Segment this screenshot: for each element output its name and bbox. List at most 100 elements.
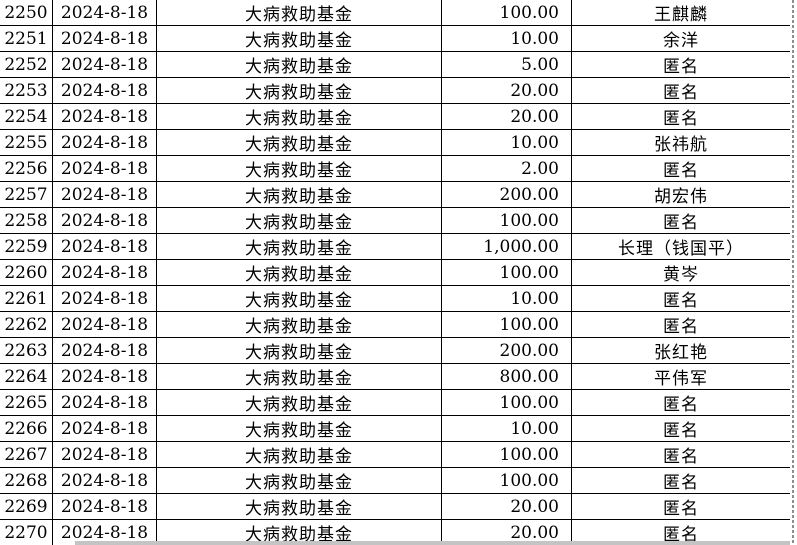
cell-row-id[interactable]: 2265 bbox=[0, 390, 53, 415]
cell-donor-name[interactable]: 匿名 bbox=[663, 109, 699, 129]
cell-fund-name[interactable]: 大病救助基金 bbox=[157, 468, 442, 493]
cell-date[interactable]: 2024-8-18 bbox=[53, 182, 157, 207]
cell-date[interactable]: 2024-8-18 bbox=[53, 312, 157, 337]
cell-amount[interactable]: 10.00 bbox=[442, 416, 572, 441]
cell-amount[interactable]: 100.00 bbox=[442, 0, 572, 25]
cell-fund-name[interactable]: 大病救助基金 bbox=[157, 208, 442, 233]
cell-row-id[interactable]: 2252 bbox=[0, 52, 53, 77]
cell-donor-name[interactable]: 匿名 bbox=[663, 447, 699, 467]
cell-date[interactable]: 2024-8-18 bbox=[53, 52, 157, 77]
cell-donor-name[interactable]: 平伟军 bbox=[654, 369, 708, 389]
cell-donor-name[interactable]: 匿名 bbox=[663, 395, 699, 415]
cell-amount[interactable]: 5.00 bbox=[442, 52, 572, 77]
cell-donor-name[interactable]: 匿名 bbox=[663, 57, 699, 77]
cell-row-id[interactable]: 2269 bbox=[0, 494, 53, 519]
cell-donor-name[interactable]: 匿名 bbox=[663, 317, 699, 337]
cell-fund-name[interactable]: 大病救助基金 bbox=[157, 364, 442, 389]
cell-fund-name[interactable]: 大病救助基金 bbox=[157, 312, 442, 337]
cell-donor-name[interactable]: 匿名 bbox=[663, 525, 699, 545]
cell-date[interactable]: 2024-8-18 bbox=[53, 520, 157, 545]
cell-amount[interactable]: 100.00 bbox=[442, 468, 572, 493]
cell-donor-name[interactable]: 匿名 bbox=[663, 499, 699, 519]
cell-fund-name[interactable]: 大病救助基金 bbox=[157, 0, 442, 25]
cell-fund-name[interactable]: 大病救助基金 bbox=[157, 52, 442, 77]
cell-donor-name[interactable]: 匿名 bbox=[663, 291, 699, 311]
cell-amount[interactable]: 100.00 bbox=[442, 260, 572, 285]
cell-amount[interactable]: 800.00 bbox=[442, 364, 572, 389]
cell-donor-name[interactable]: 匿名 bbox=[663, 161, 699, 181]
cell-amount[interactable]: 2.00 bbox=[442, 156, 572, 181]
cell-amount[interactable]: 200.00 bbox=[442, 182, 572, 207]
cell-date[interactable]: 2024-8-18 bbox=[53, 26, 157, 51]
cell-row-id[interactable]: 2267 bbox=[0, 442, 53, 467]
cell-date[interactable]: 2024-8-18 bbox=[53, 390, 157, 415]
cell-amount[interactable]: 20.00 bbox=[442, 520, 572, 545]
cell-amount[interactable]: 100.00 bbox=[442, 390, 572, 415]
cell-row-id[interactable]: 2255 bbox=[0, 130, 53, 155]
cell-date[interactable]: 2024-8-18 bbox=[53, 416, 157, 441]
cell-donor-name[interactable]: 匿名 bbox=[663, 421, 699, 441]
cell-amount[interactable]: 10.00 bbox=[442, 286, 572, 311]
cell-donor-name[interactable]: 匿名 bbox=[663, 83, 699, 103]
cell-fund-name[interactable]: 大病救助基金 bbox=[157, 234, 442, 259]
cell-donor-name[interactable]: 王麒麟 bbox=[654, 5, 708, 25]
cell-fund-name[interactable]: 大病救助基金 bbox=[157, 494, 442, 519]
cell-donor-name[interactable]: 匿名 bbox=[663, 473, 699, 493]
cell-row-id[interactable]: 2256 bbox=[0, 156, 53, 181]
cell-fund-name[interactable]: 大病救助基金 bbox=[157, 520, 442, 545]
cell-fund-name[interactable]: 大病救助基金 bbox=[157, 286, 442, 311]
cell-date[interactable]: 2024-8-18 bbox=[53, 104, 157, 129]
cell-amount[interactable]: 100.00 bbox=[442, 312, 572, 337]
cell-donor-name[interactable]: 长理（钱国平） bbox=[618, 239, 744, 259]
cell-row-id[interactable]: 2259 bbox=[0, 234, 53, 259]
cell-date[interactable]: 2024-8-18 bbox=[53, 234, 157, 259]
cell-date[interactable]: 2024-8-18 bbox=[53, 130, 157, 155]
cell-amount[interactable]: 20.00 bbox=[442, 104, 572, 129]
cell-fund-name[interactable]: 大病救助基金 bbox=[157, 416, 442, 441]
cell-row-id[interactable]: 2264 bbox=[0, 364, 53, 389]
cell-row-id[interactable]: 2266 bbox=[0, 416, 53, 441]
cell-date[interactable]: 2024-8-18 bbox=[53, 208, 157, 233]
cell-date[interactable]: 2024-8-18 bbox=[53, 156, 157, 181]
cell-donor-name[interactable]: 张红艳 bbox=[654, 343, 708, 363]
cell-donor-name[interactable]: 黄岑 bbox=[663, 265, 699, 285]
cell-row-id[interactable]: 2260 bbox=[0, 260, 53, 285]
cell-date[interactable]: 2024-8-18 bbox=[53, 0, 157, 25]
cell-fund-name[interactable]: 大病救助基金 bbox=[157, 390, 442, 415]
cell-date[interactable]: 2024-8-18 bbox=[53, 260, 157, 285]
cell-fund-name[interactable]: 大病救助基金 bbox=[157, 104, 442, 129]
cell-date[interactable]: 2024-8-18 bbox=[53, 286, 157, 311]
cell-row-id[interactable]: 2258 bbox=[0, 208, 53, 233]
cell-row-id[interactable]: 2250 bbox=[0, 0, 53, 25]
cell-amount[interactable]: 20.00 bbox=[442, 78, 572, 103]
cell-donor-name[interactable]: 余洋 bbox=[663, 31, 699, 51]
cell-fund-name[interactable]: 大病救助基金 bbox=[157, 338, 442, 363]
cell-row-id[interactable]: 2257 bbox=[0, 182, 53, 207]
cell-fund-name[interactable]: 大病救助基金 bbox=[157, 130, 442, 155]
cell-amount[interactable]: 20.00 bbox=[442, 494, 572, 519]
cell-row-id[interactable]: 2254 bbox=[0, 104, 53, 129]
cell-fund-name[interactable]: 大病救助基金 bbox=[157, 156, 442, 181]
cell-date[interactable]: 2024-8-18 bbox=[53, 468, 157, 493]
cell-date[interactable]: 2024-8-18 bbox=[53, 78, 157, 103]
cell-donor-name[interactable]: 胡宏伟 bbox=[654, 187, 708, 207]
cell-row-id[interactable]: 2253 bbox=[0, 78, 53, 103]
cell-date[interactable]: 2024-8-18 bbox=[53, 442, 157, 467]
cell-amount[interactable]: 100.00 bbox=[442, 442, 572, 467]
cell-row-id[interactable]: 2251 bbox=[0, 26, 53, 51]
cell-amount[interactable]: 100.00 bbox=[442, 208, 572, 233]
cell-row-id[interactable]: 2261 bbox=[0, 286, 53, 311]
cell-amount[interactable]: 1,000.00 bbox=[442, 234, 572, 259]
cell-fund-name[interactable]: 大病救助基金 bbox=[157, 442, 442, 467]
cell-row-id[interactable]: 2262 bbox=[0, 312, 53, 337]
cell-date[interactable]: 2024-8-18 bbox=[53, 494, 157, 519]
cell-row-id[interactable]: 2268 bbox=[0, 468, 53, 493]
cell-date[interactable]: 2024-8-18 bbox=[53, 364, 157, 389]
cell-fund-name[interactable]: 大病救助基金 bbox=[157, 182, 442, 207]
cell-amount[interactable]: 10.00 bbox=[442, 130, 572, 155]
cell-row-id[interactable]: 2270 bbox=[0, 520, 53, 545]
cell-amount[interactable]: 200.00 bbox=[442, 338, 572, 363]
cell-donor-name[interactable]: 张祎航 bbox=[654, 135, 708, 155]
cell-amount[interactable]: 10.00 bbox=[442, 26, 572, 51]
cell-date[interactable]: 2024-8-18 bbox=[53, 338, 157, 363]
